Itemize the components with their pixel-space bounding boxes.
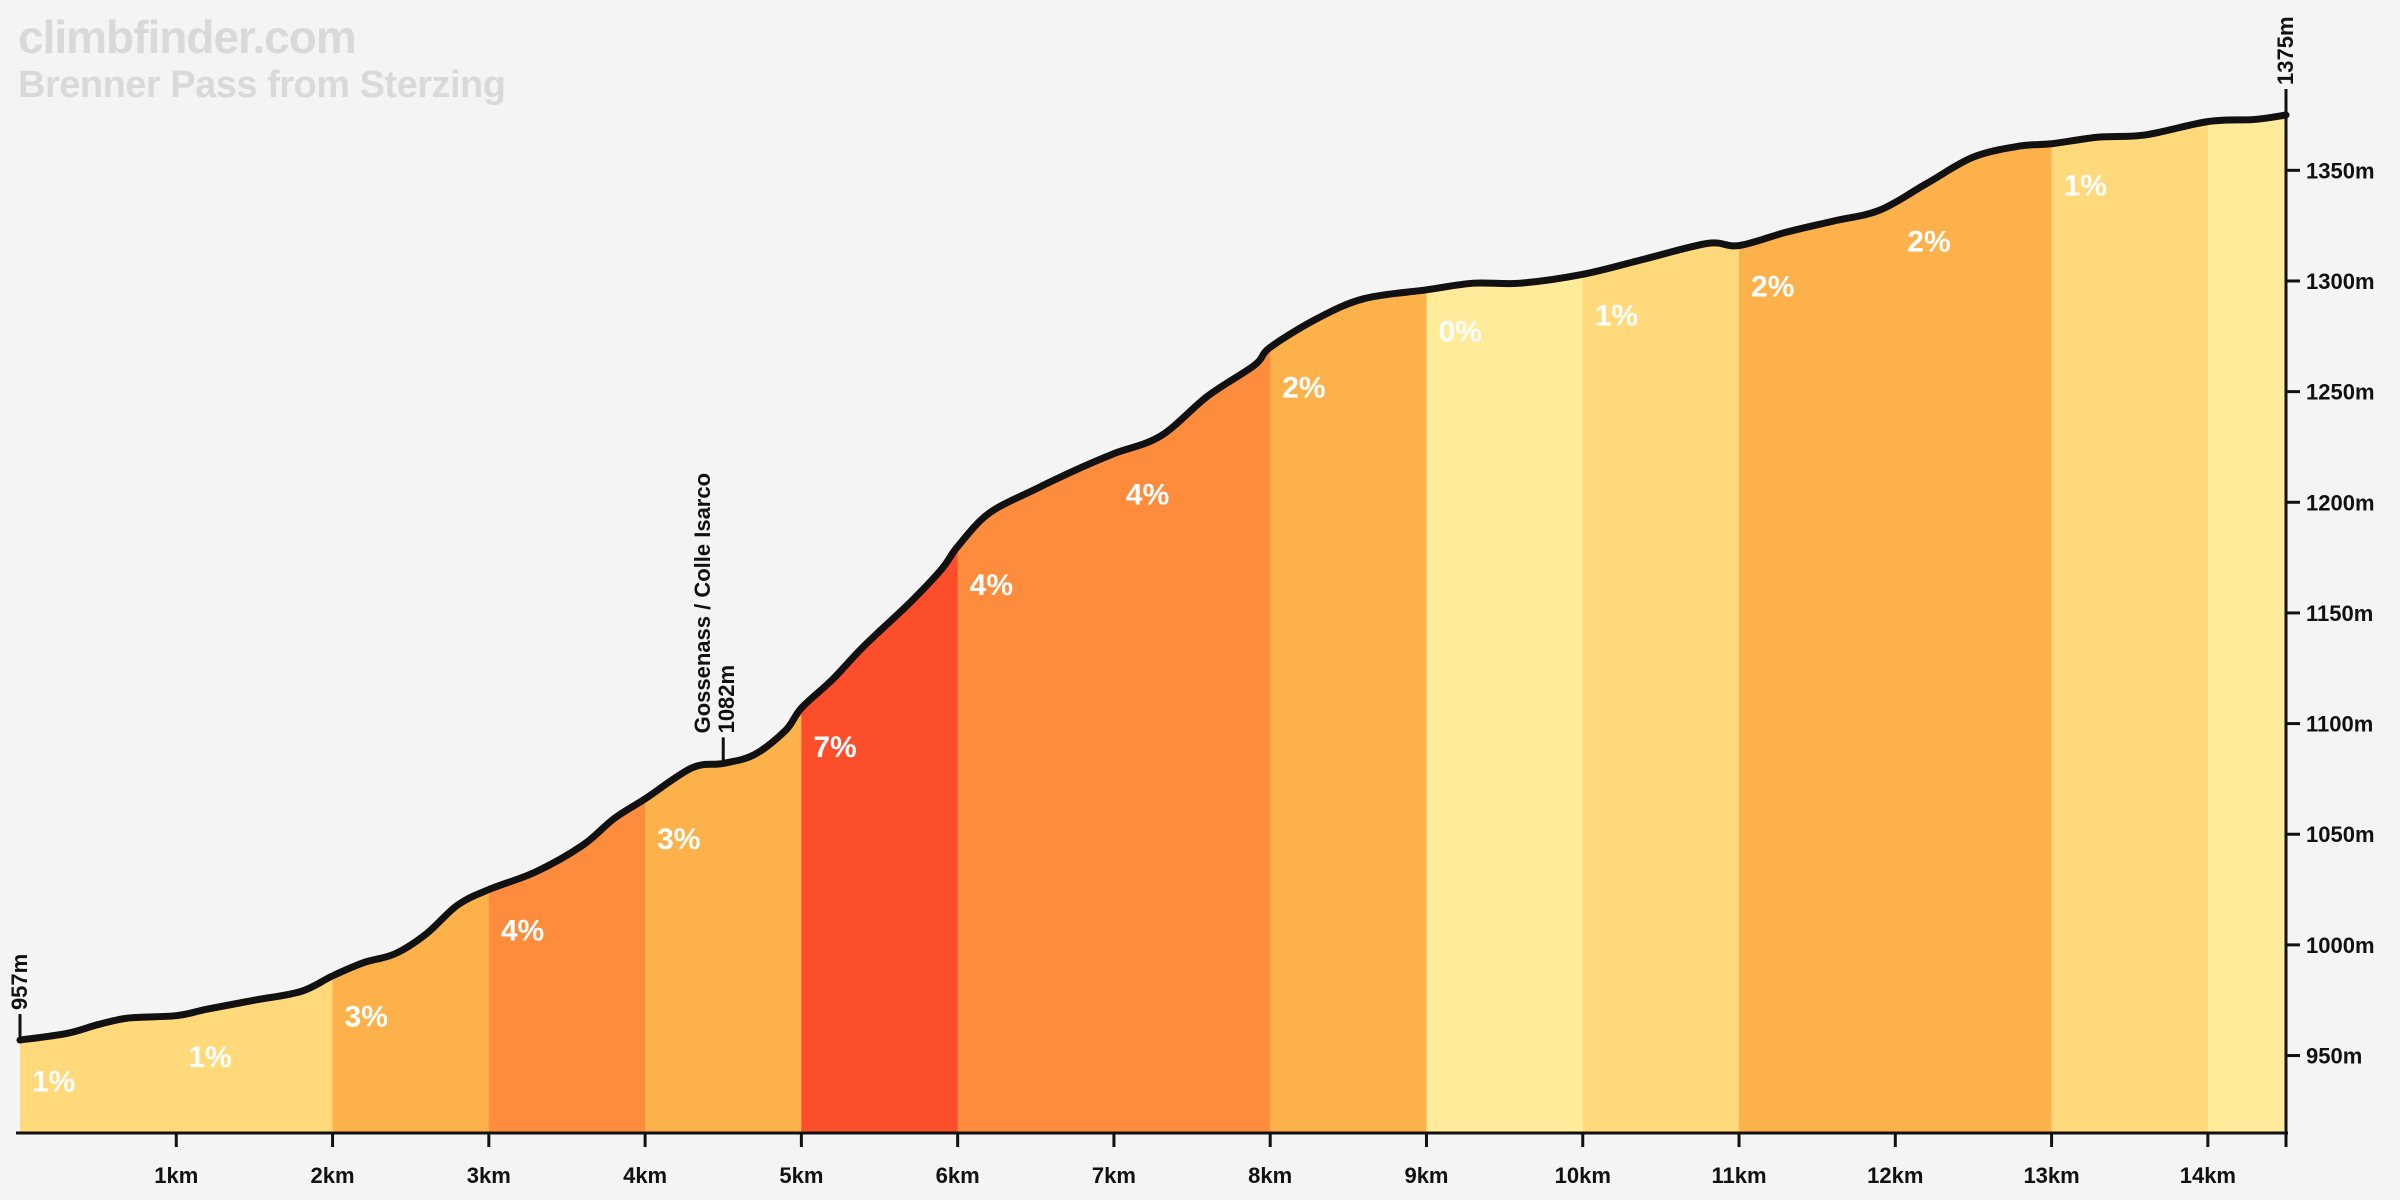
grade-segment [1270, 115, 1427, 1133]
y-tick-label: 1000m [2306, 933, 2375, 958]
x-tick-label: 3km [467, 1163, 511, 1188]
axes: 1km 2km 3km 4km 5km 6km 7km 8km 9km 10km 11km 12km 1… [16, 105, 2375, 1188]
grade-label: 1% [32, 1066, 75, 1099]
y-tick-label: 950m [2306, 1044, 2362, 1069]
x-tick-label: 5km [779, 1163, 823, 1188]
grade-label: 1% [1595, 300, 1638, 333]
climb-name: Brenner Pass from Sterzing [18, 64, 506, 106]
annotations: 957m Gossenass / Colle Isarco 1082m 1375m [7, 16, 2298, 1039]
x-tick-label: 8km [1248, 1163, 1292, 1188]
grade-segment [645, 115, 802, 1133]
x-tick-label: 10km [1555, 1163, 1611, 1188]
annotation-label: 1375m [2273, 16, 2298, 85]
y-tick-label: 1100m [2306, 712, 2373, 737]
grade-label: 1% [188, 1041, 231, 1074]
grade-label: 2% [1751, 271, 1794, 304]
grade-segment [1895, 115, 2053, 1133]
x-tick-label: 1km [154, 1163, 198, 1188]
annotation-label: Gossenass / Colle Isarco [690, 473, 715, 733]
grade-segment [176, 115, 334, 1133]
grade-label: 4% [501, 914, 544, 947]
grade-segment [1113, 115, 1271, 1133]
y-tick-label: 1250m [2306, 380, 2375, 405]
grade-labels: 1% 1% 3% 4% 3% 7% 4% 4% 2% 0% 1% 2% 2% 1% [32, 169, 2107, 1098]
grade-label: 4% [1126, 478, 1169, 511]
grade-segment [488, 115, 646, 1133]
site-name: climbfinder.com [18, 11, 357, 63]
y-tick-label: 1050m [2306, 822, 2375, 847]
elevation-profile-line [16, 111, 2290, 1044]
y-tick-label: 1150m [2306, 601, 2373, 626]
grade-segment [1582, 115, 1740, 1133]
x-tick-label: 2km [311, 1163, 355, 1188]
branding: climbfinder.com Brenner Pass from Sterzi… [18, 11, 506, 106]
grade-segment [332, 115, 490, 1133]
x-tick-label: 4km [623, 1163, 667, 1188]
grade-segment [1426, 115, 1584, 1133]
x-tick-label: 7km [1092, 1163, 1136, 1188]
grade-label: 2% [1282, 371, 1325, 404]
annotation-sublabel: 1082m [714, 665, 739, 734]
y-tick-label: 1350m [2306, 158, 2375, 183]
annotation-label: 957m [7, 954, 32, 1010]
grade-segment [20, 115, 177, 1133]
grade-label: 1% [2064, 169, 2107, 202]
grade-label: 3% [657, 823, 700, 856]
grade-label: 7% [813, 731, 856, 764]
grade-segment [957, 115, 1115, 1133]
x-tick-label: 13km [2023, 1163, 2079, 1188]
grade-segment [2051, 115, 2209, 1133]
x-tick-label: 14km [2180, 1163, 2236, 1188]
x-tick-label: 6km [936, 1163, 980, 1188]
x-tick-label: 11km [1712, 1163, 1767, 1188]
grade-segment [2207, 115, 2286, 1133]
y-tick-label: 1300m [2306, 269, 2375, 294]
y-tick-label: 1200m [2306, 490, 2375, 515]
grade-segment [1739, 115, 1896, 1133]
grade-segment [801, 115, 959, 1133]
grade-label: 3% [345, 1001, 388, 1034]
grade-label: 0% [1438, 315, 1481, 348]
grade-label: 4% [970, 569, 1013, 602]
x-tick-label: 12km [1867, 1163, 1923, 1188]
grade-label: 2% [1907, 226, 1950, 259]
x-tick-label: 9km [1404, 1163, 1448, 1188]
